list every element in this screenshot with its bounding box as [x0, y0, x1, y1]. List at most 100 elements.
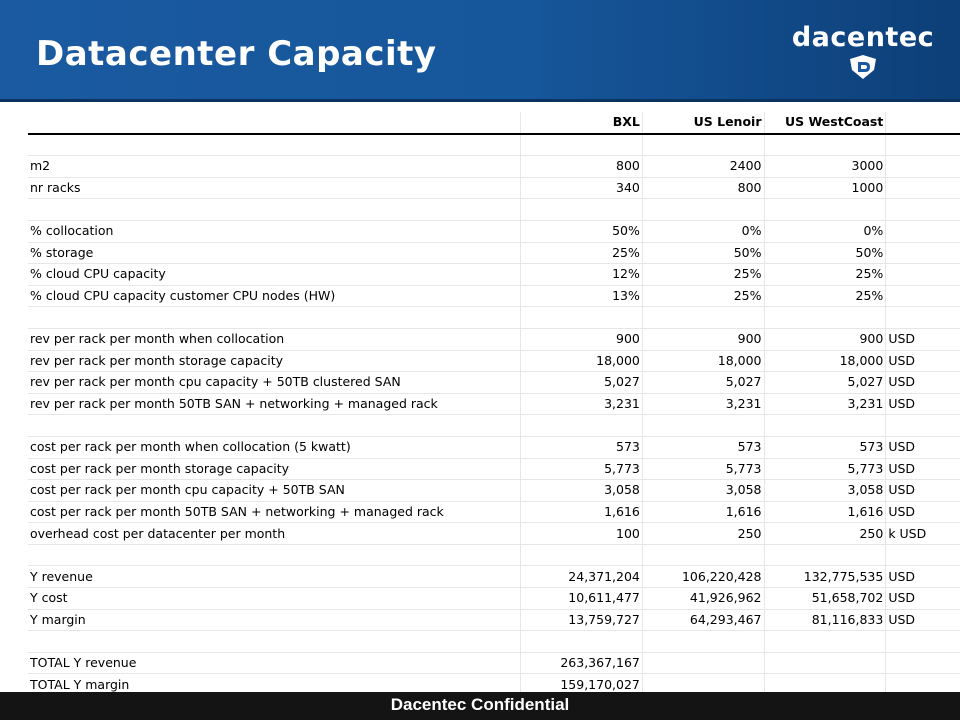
table-cell-us-westcoast: 51,658,702 [764, 587, 887, 610]
table-cell-bxl: 3,231 [520, 393, 643, 416]
table-cell-unit: USD [885, 328, 960, 351]
table-cell-unit [885, 242, 960, 265]
table-row: Y cost 10,611,477 41,926,962 51,658,702 USD [28, 587, 960, 610]
table-cell-us-lenoir: 5,027 [642, 371, 765, 394]
table-cell-label: TOTAL Y revenue [28, 652, 522, 675]
table-cell-bxl: 573 [520, 436, 643, 459]
table-row: TOTAL Y margin 159,170,027 [28, 673, 960, 697]
table-row: % cloud CPU capacity 12% 25% 25% [28, 263, 960, 286]
table-cell-us-lenoir: 3,231 [642, 393, 765, 416]
table-header-row: BXL US Lenoir US WestCoast [28, 112, 960, 135]
table-row: rev per rack per month when collocation 9… [28, 328, 960, 351]
table-cell-us-lenoir: 800 [642, 177, 765, 200]
table-cell-bxl: 5,773 [520, 458, 643, 481]
table-cell-bxl [520, 414, 643, 437]
table-cell-us-westcoast: 0% [764, 220, 887, 243]
table-cell-label [28, 414, 522, 437]
table-row [28, 544, 960, 567]
table-row: nr racks 340 800 1000 [28, 177, 960, 200]
table-cell-label: rev per rack per month cpu capacity + 50… [28, 371, 522, 394]
table-cell-bxl: 10,611,477 [520, 587, 643, 610]
table-cell-us-westcoast: 132,775,535 [764, 565, 887, 589]
table-cell-bxl: 13% [520, 285, 643, 308]
table-cell-label: % cloud CPU capacity customer CPU nodes … [28, 285, 522, 308]
slide-header: Datacenter Capacity dacentec [0, 0, 960, 102]
table-cell-us-westcoast: 5,027 [764, 371, 887, 394]
table-cell-label: Y cost [28, 587, 522, 610]
table-cell-us-lenoir: 64,293,467 [642, 609, 765, 632]
table-row: TOTAL Y revenue 263,367,167 [28, 652, 960, 675]
table-cell-us-westcoast: 573 [764, 436, 887, 459]
table-row [28, 133, 960, 157]
table-cell-bxl [520, 544, 643, 567]
table-cell-label: rev per rack per month 50TB SAN + networ… [28, 393, 522, 416]
header-cell-us-westcoast: US WestCoast [764, 112, 887, 135]
table-cell-label: % storage [28, 242, 522, 265]
table-cell-label: overhead cost per datacenter per month [28, 522, 522, 545]
dacentec-logo: dacentec [788, 22, 938, 82]
header-cell-us-lenoir: US Lenoir [642, 112, 765, 135]
table-cell-unit [885, 198, 960, 221]
table-cell-unit: USD [885, 587, 960, 610]
table-cell-bxl [520, 198, 643, 221]
table-cell-bxl: 800 [520, 155, 643, 178]
table-cell-us-westcoast [764, 306, 887, 329]
table-row: rev per rack per month storage capacity 1… [28, 350, 960, 373]
table-cell-us-westcoast: 1000 [764, 177, 887, 200]
logo-text: dacentec [791, 22, 935, 53]
table-cell-label [28, 198, 522, 221]
table-row: cost per rack per month 50TB SAN + netwo… [28, 501, 960, 524]
table-cell-bxl: 13,759,727 [520, 609, 643, 632]
table-cell-unit [885, 177, 960, 200]
table-cell-us-lenoir [642, 544, 765, 567]
table-cell-unit [885, 285, 960, 308]
table-cell-us-lenoir [642, 630, 765, 653]
table-row: rev per rack per month 50TB SAN + networ… [28, 393, 960, 416]
table-cell-us-lenoir: 2400 [642, 155, 765, 178]
capacity-table: BXL US Lenoir US WestCoast m2 800 2400 3000… [28, 112, 960, 697]
table-cell-label [28, 133, 522, 157]
table-cell-us-westcoast: 3000 [764, 155, 887, 178]
table-cell-unit [885, 263, 960, 286]
table-cell-label: % cloud CPU capacity [28, 263, 522, 286]
table-cell-unit: USD [885, 501, 960, 524]
table-row [28, 630, 960, 653]
table-cell-bxl: 18,000 [520, 350, 643, 373]
table-cell-bxl: 3,058 [520, 479, 643, 502]
table-cell-bxl: 1,616 [520, 501, 643, 524]
table-row: % collocation 50% 0% 0% [28, 220, 960, 243]
table-cell-us-lenoir: 18,000 [642, 350, 765, 373]
capacity-spreadsheet: BXL US Lenoir US WestCoast m2 800 2400 3000… [28, 112, 960, 697]
table-row [28, 414, 960, 437]
table-cell-unit [885, 652, 960, 675]
table-row: Y revenue 24,371,204 106,220,428 132,775,53… [28, 565, 960, 589]
table-cell-label: rev per rack per month when collocation [28, 328, 522, 351]
table-row: cost per rack per month storage capacity… [28, 458, 960, 481]
table-cell-label: cost per rack per month 50TB SAN + netwo… [28, 501, 522, 524]
table-cell-us-lenoir: 25% [642, 285, 765, 308]
table-cell-bxl: 263,367,167 [520, 652, 643, 675]
table-cell-unit [885, 306, 960, 329]
table-cell-label: cost per rack per month cpu capacity + 5… [28, 479, 522, 502]
slide-footer: Dacentec Confidential [0, 692, 960, 720]
table-cell-us-lenoir [642, 133, 765, 157]
confidential-label: Dacentec Confidential [390, 695, 570, 714]
table-cell-us-westcoast: 250 [764, 522, 887, 545]
table-cell-unit [885, 414, 960, 437]
table-cell-us-westcoast [764, 630, 887, 653]
table-cell-bxl [520, 133, 643, 157]
table-row: Y margin 13,759,727 64,293,467 81,116,833 US… [28, 609, 960, 632]
table-cell-us-lenoir: 50% [642, 242, 765, 265]
table-row: rev per rack per month cpu capacity + 50… [28, 371, 960, 394]
table-cell-unit [885, 155, 960, 178]
table-cell-bxl: 340 [520, 177, 643, 200]
table-cell-unit [885, 220, 960, 243]
table-row [28, 306, 960, 329]
table-cell-unit: USD [885, 565, 960, 589]
table-cell-us-lenoir: 25% [642, 263, 765, 286]
table-cell-unit: USD [885, 458, 960, 481]
table-cell-us-westcoast: 5,773 [764, 458, 887, 481]
table-cell-us-westcoast: 3,058 [764, 479, 887, 502]
table-cell-label: cost per rack per month when collocation… [28, 436, 522, 459]
table-cell-us-westcoast [764, 198, 887, 221]
